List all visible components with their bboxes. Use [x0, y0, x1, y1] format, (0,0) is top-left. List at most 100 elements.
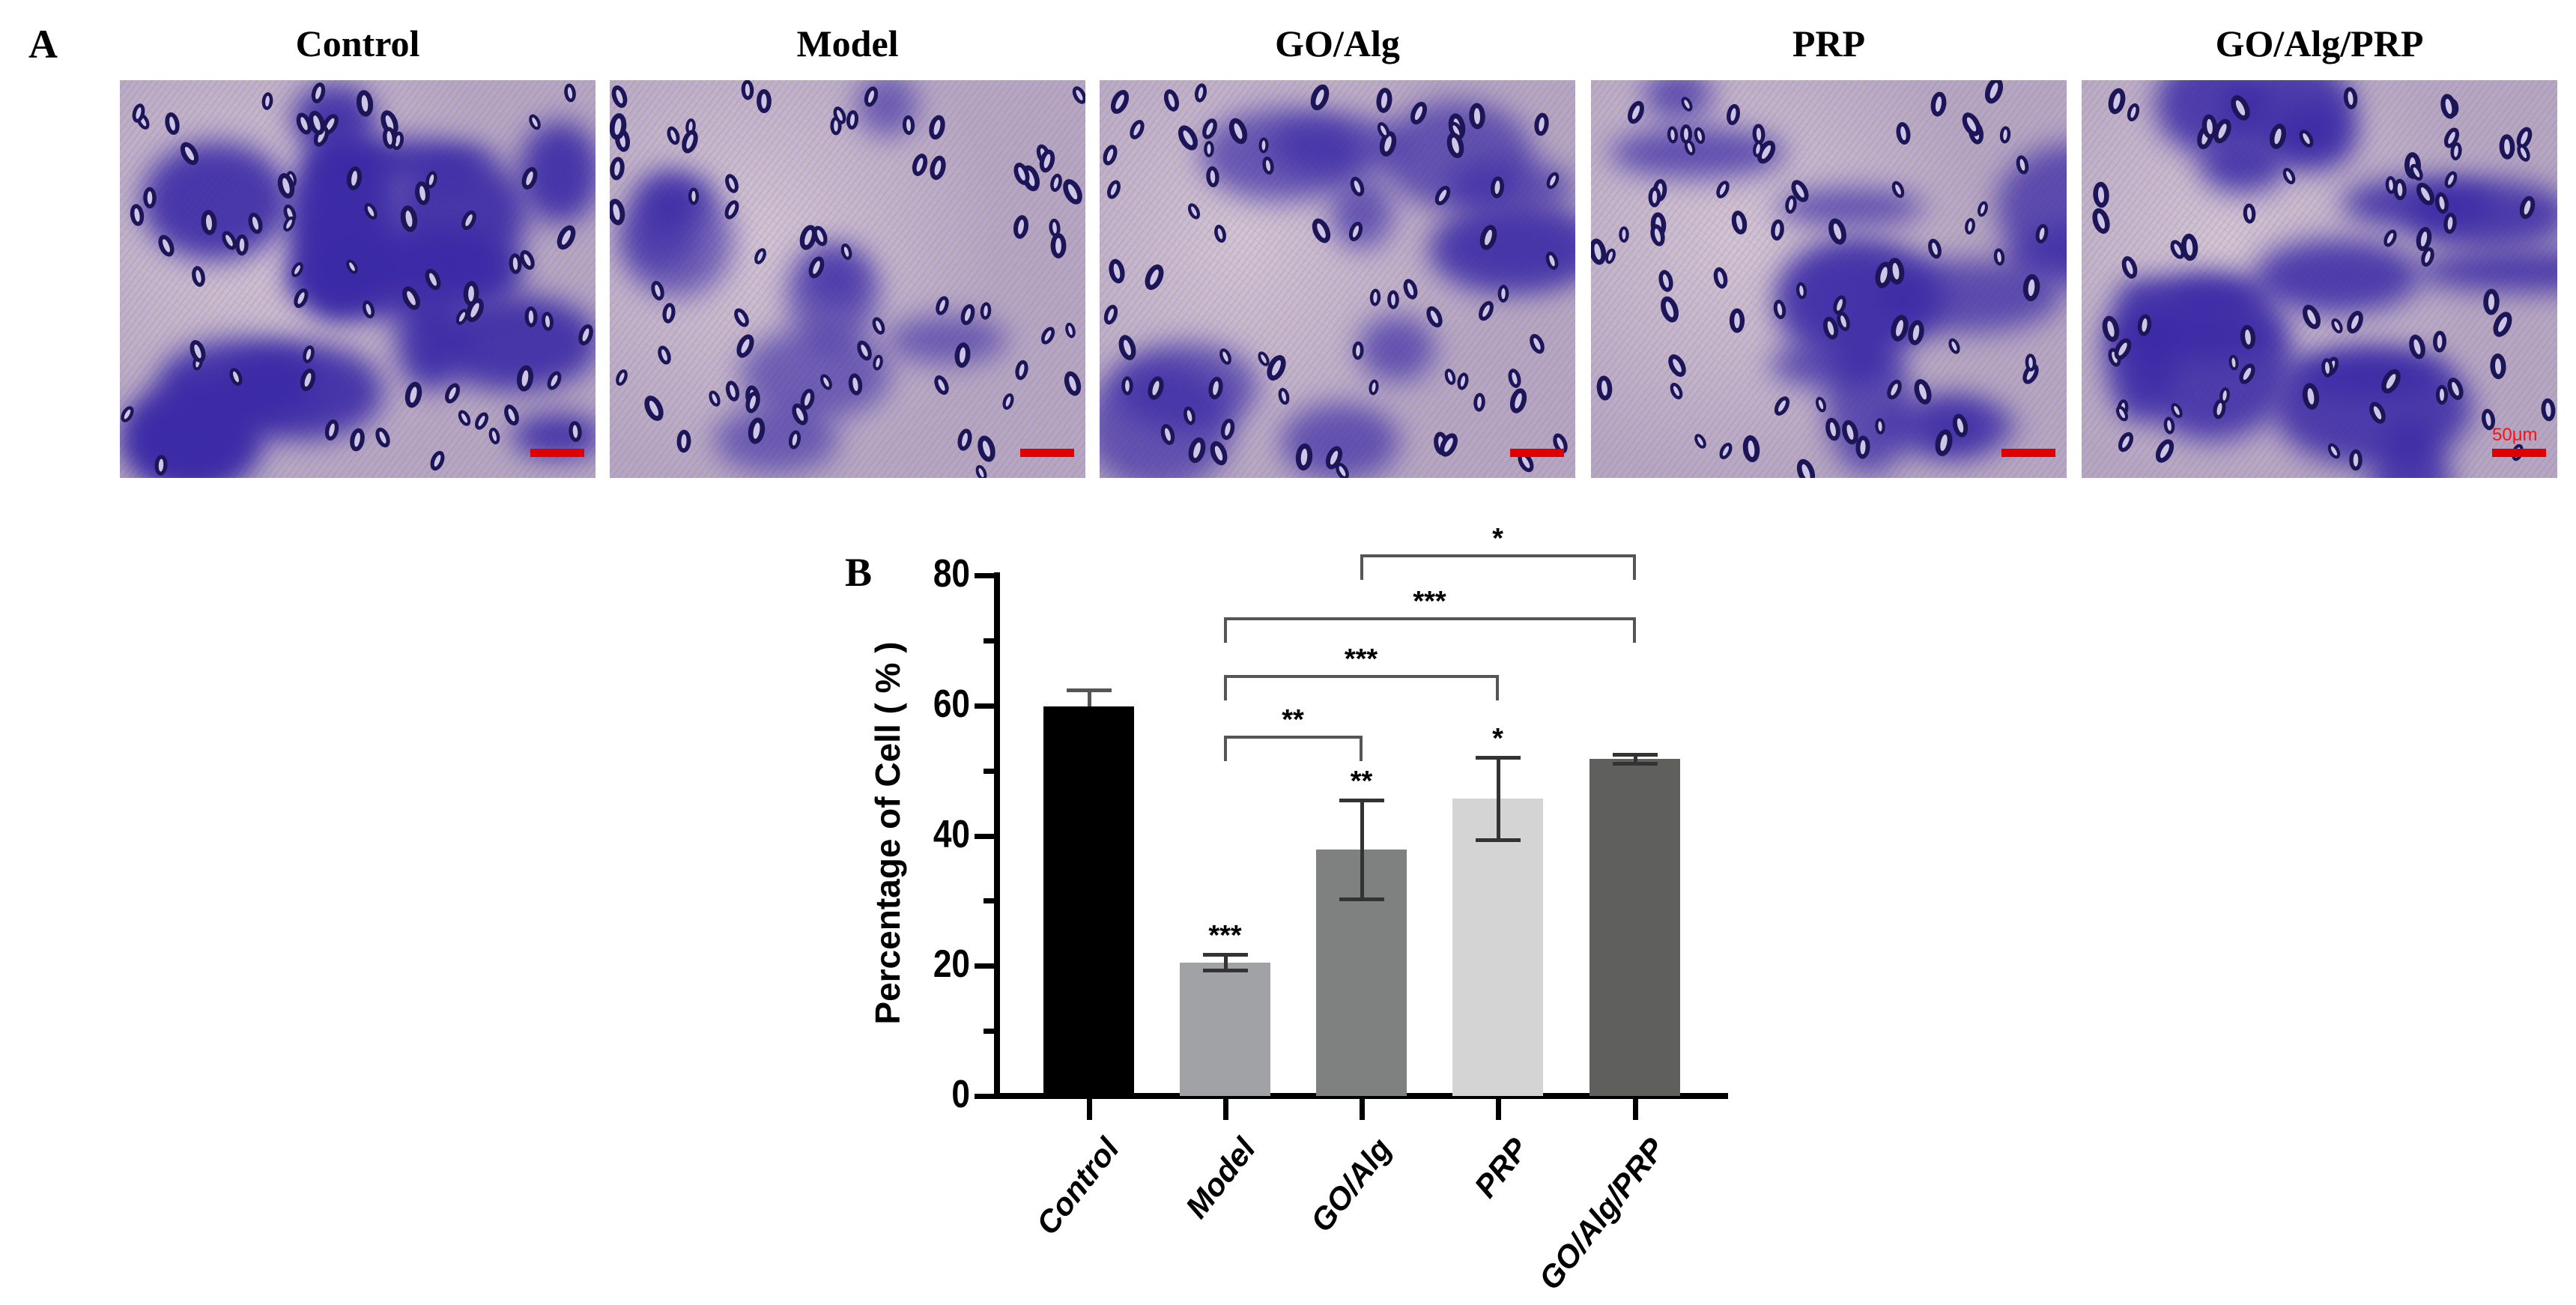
y-tick-label: 80 [933, 552, 970, 596]
membrane-pore [979, 301, 992, 321]
membrane-pore [1769, 218, 1786, 242]
membrane-pore [1400, 277, 1420, 302]
membrane-pore [640, 393, 668, 425]
bracket-leg [1495, 675, 1499, 700]
bar-control [1043, 706, 1134, 1096]
membrane-pore [2151, 435, 2178, 466]
scale-bar-label: 50μm [2492, 425, 2538, 445]
stained-cell-cluster [740, 327, 891, 421]
stained-cell-cluster [2253, 239, 2420, 315]
membrane-pore [1455, 371, 1470, 391]
y-minor-tick [984, 638, 997, 644]
stained-cell-cluster [1643, 80, 1714, 119]
membrane-pore [1730, 209, 1750, 236]
panel-b-letter: B [845, 550, 873, 595]
membrane-pore [2432, 330, 2447, 353]
membrane-pore [751, 246, 769, 266]
membrane-pore [661, 302, 677, 324]
y-minor-tick [984, 1029, 997, 1035]
membrane-pore [1533, 112, 1551, 137]
membrane-pore [1368, 378, 1380, 396]
stained-cell-cluster [1771, 340, 1895, 390]
membrane-pore [1387, 290, 1399, 310]
significance-bracket [1223, 617, 1636, 620]
membrane-pore [2118, 253, 2140, 281]
x-tick-label-go-alg-prp: GO/Alg/PRP [1531, 1131, 1671, 1297]
membrane-pore [1063, 321, 1077, 339]
membrane-pore [1013, 358, 1031, 381]
membrane-pore [1619, 225, 1629, 243]
error-bar [1087, 689, 1091, 706]
membrane-pore [1141, 261, 1168, 293]
membrane-pore [1058, 176, 1085, 208]
scale-bar [1510, 449, 1564, 457]
y-tick-label: 40 [933, 812, 970, 856]
membrane-pore [1375, 87, 1394, 115]
membrane-pore [1203, 140, 1214, 157]
y-tick-label: 20 [933, 942, 970, 987]
membrane-pore [1963, 217, 1977, 235]
membrane-pore [1771, 393, 1793, 419]
membrane-pore [2329, 316, 2346, 336]
scale-bar [2492, 449, 2546, 457]
membrane-pore [1894, 121, 1912, 146]
x-tick [1632, 1096, 1638, 1120]
membrane-pore [613, 368, 630, 388]
membrane-pore [931, 373, 951, 398]
membrane-pore [1657, 294, 1682, 325]
membrane-pore [1724, 103, 1742, 127]
x-tick-label-go-alg: GO/Alg [1303, 1131, 1398, 1239]
error-cap-upper [1066, 688, 1112, 692]
membrane-pore [163, 111, 181, 137]
membrane-pore [2498, 133, 2515, 160]
membrane-pore [723, 379, 742, 404]
scale-bar [2001, 449, 2055, 457]
bracket-leg [1359, 736, 1363, 761]
significance-marker: * [1492, 723, 1503, 755]
panel-title-go-alg: GO/Alg [1275, 22, 1400, 64]
significance-marker: *** [1208, 920, 1242, 952]
membrane-pore [688, 187, 700, 205]
membrane-pore [909, 151, 930, 178]
micrograph-control [120, 80, 595, 478]
stained-cell-cluster [625, 205, 697, 270]
membrane-pore [1127, 117, 1148, 142]
error-bar [1223, 954, 1228, 971]
membrane-pore [676, 429, 691, 453]
membrane-pore [2106, 86, 2128, 116]
membrane-pore [1106, 257, 1127, 285]
membrane-pore [1121, 376, 1133, 396]
stained-cell-cluster [1446, 160, 1575, 215]
membrane-pore [1473, 392, 1486, 412]
x-tick [1086, 1096, 1092, 1120]
membrane-pore [723, 172, 742, 196]
membrane-pore [655, 343, 673, 366]
membrane-pore [2092, 181, 2111, 208]
membrane-pore [679, 127, 701, 156]
significance-bracket [1223, 675, 1499, 678]
bar-model [1180, 962, 1270, 1096]
membrane-pore [348, 426, 367, 452]
membrane-pore [2125, 101, 2142, 123]
membrane-pore [1925, 237, 1944, 261]
membrane-pore [1647, 186, 1661, 208]
membrane-pore [190, 264, 207, 288]
membrane-pore [487, 426, 502, 446]
membrane-pore [1048, 217, 1061, 237]
y-minor-tick [984, 898, 997, 904]
bracket-leg [1223, 736, 1227, 761]
x-tick [1222, 1096, 1228, 1120]
membrane-pore [1976, 200, 1990, 218]
stained-cell-cluster [125, 397, 249, 478]
membrane-pore [2115, 429, 2137, 455]
scale-bar [1020, 449, 1074, 457]
error-cap-upper [1339, 798, 1384, 802]
bracket-leg [1632, 617, 1636, 643]
micrograph-go-alg-prp: 50μm [2082, 80, 2557, 478]
membrane-pore [1729, 308, 1745, 333]
x-tick-label-control: Control [1028, 1131, 1126, 1241]
panel-title-go-alg-prp: GO/Alg/PRP [2215, 22, 2424, 64]
stained-cell-cluster [2416, 250, 2557, 292]
membrane-pore [2242, 203, 2257, 225]
micrograph-go-alg [1100, 80, 1575, 478]
